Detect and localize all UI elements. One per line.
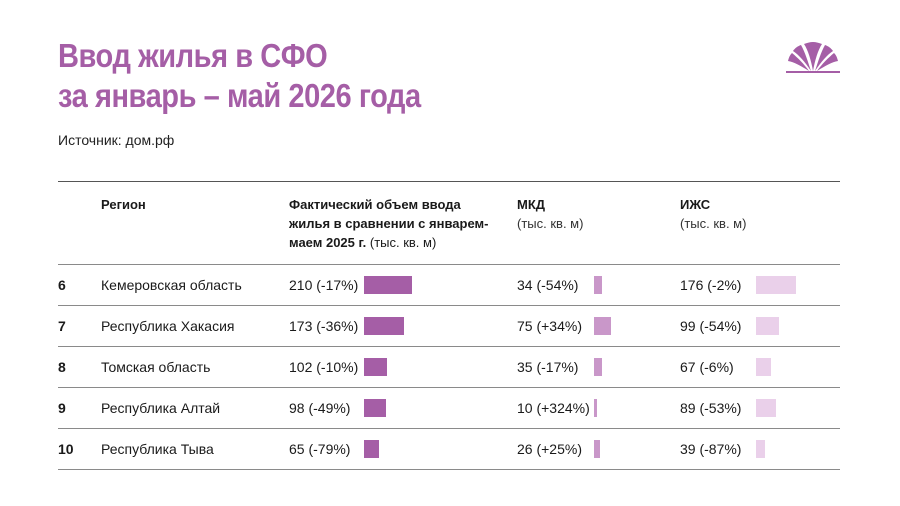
- mkd-bar: [594, 440, 600, 458]
- izhs-bar: [756, 440, 765, 458]
- table-row: 9 Республика Алтай 98 (-49%) 10 (+324%) 89 (…: [58, 387, 840, 428]
- header-total-line-1: Фактический объем ввода: [289, 197, 461, 212]
- header-mkd-unit: (тыс. кв. м): [517, 216, 584, 231]
- izhs-bar: [756, 276, 797, 294]
- header-total-line-2: жилья в сравнении с январем-: [289, 216, 489, 231]
- total-bar: [364, 358, 388, 376]
- mkd-value-label: 26 (+25%): [517, 441, 582, 457]
- total-bar: [364, 399, 387, 417]
- izhs-bar: [756, 399, 777, 417]
- rank-number: 8: [58, 359, 66, 375]
- title-line-1: Ввод жилья в СФО: [58, 37, 328, 74]
- total-value-label: 98 (-49%): [289, 400, 351, 416]
- row-divider: [58, 428, 840, 429]
- region-name: Республика Тыва: [101, 441, 214, 457]
- total-value-label: 173 (-36%): [289, 318, 359, 334]
- row-divider: [58, 264, 840, 265]
- mkd-value-label: 35 (-17%): [517, 359, 579, 375]
- region-name: Республика Хакасия: [101, 318, 235, 334]
- header-mkd: МКД (тыс. кв. м): [517, 197, 584, 231]
- total-value-label: 102 (-10%): [289, 359, 359, 375]
- mkd-value-label: 10 (+324%): [517, 400, 590, 416]
- mkd-bar: [594, 358, 602, 376]
- mkd-value-label: 75 (+34%): [517, 318, 582, 334]
- table-row: 6 Кемеровская область 210 (-17%) 34 (-54%) 1…: [58, 264, 840, 305]
- header-total: Фактический объем ввода жилья в сравнени…: [289, 195, 488, 252]
- table-row: 8 Томская область 102 (-10%) 35 (-17%) 67 (-…: [58, 346, 840, 387]
- total-value-label: 65 (-79%): [289, 441, 351, 457]
- row-divider: [58, 346, 840, 347]
- izhs-value-label: 89 (-53%): [680, 400, 742, 416]
- izhs-value-label: 39 (-87%): [680, 441, 742, 457]
- row-divider: [58, 305, 840, 306]
- mkd-bar: [594, 399, 597, 417]
- izhs-value-label: 99 (-54%): [680, 318, 742, 334]
- rank-number: 10: [58, 441, 74, 457]
- table-top-rule: [58, 181, 840, 182]
- region-name: Томская область: [101, 359, 211, 375]
- dom-rf-logo-icon: [786, 42, 840, 73]
- header-izhs-unit: (тыс. кв. м): [680, 216, 747, 231]
- izhs-value-label: 67 (-6%): [680, 359, 734, 375]
- rank-number: 6: [58, 277, 66, 293]
- total-value-label: 210 (-17%): [289, 277, 359, 293]
- header-region: Регион: [101, 197, 146, 212]
- total-bar: [364, 440, 379, 458]
- izhs-bar: [756, 317, 779, 335]
- title-line-2: за январь – май 2026 года: [58, 77, 421, 114]
- table-row: 10 Республика Тыва 65 (-79%) 26 (+25%) 39 (-…: [58, 428, 840, 469]
- total-bar: [364, 317, 404, 335]
- table-bottom-rule: [58, 469, 840, 470]
- total-bar: [364, 276, 412, 294]
- row-divider: [58, 387, 840, 388]
- mkd-bar: [594, 317, 612, 335]
- mkd-value-label: 34 (-54%): [517, 277, 579, 293]
- region-name: Кемеровская область: [101, 277, 242, 293]
- region-name: Республика Алтай: [101, 400, 221, 416]
- chart-title: Ввод жилья в СФО за январь – май 2026 го…: [58, 36, 421, 116]
- header-total-line-3: маем 2025 г.: [289, 235, 367, 250]
- header-izhs: ИЖС (тыс. кв. м): [680, 197, 747, 231]
- izhs-bar: [756, 358, 772, 376]
- header-total-unit: (тыс. кв. м): [369, 235, 437, 250]
- rank-number: 9: [58, 400, 66, 416]
- rank-number: 7: [58, 318, 66, 334]
- source-note: Источник: дом.рф: [58, 132, 175, 148]
- izhs-value-label: 176 (-2%): [680, 277, 742, 293]
- table-row: 7 Республика Хакасия 173 (-36%) 75 (+34%) 99…: [58, 305, 840, 346]
- mkd-bar: [594, 276, 602, 294]
